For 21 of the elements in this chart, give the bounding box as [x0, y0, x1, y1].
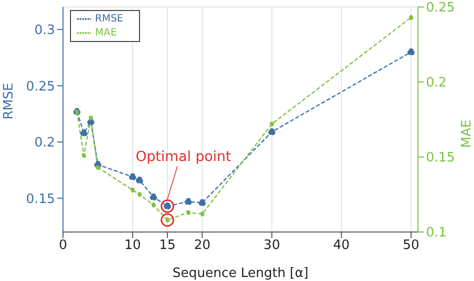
y2-tick-label: 0.1: [426, 226, 447, 241]
x-tick-label: 40: [333, 238, 350, 254]
x-tick-label: 50: [402, 238, 420, 254]
y2-tick-label: 0.15: [426, 150, 455, 166]
y2-axis-title: MAE: [460, 120, 474, 148]
y-axis-title: RMSE: [2, 82, 17, 120]
y2-tick-label: 0.2: [426, 76, 447, 91]
legend-label: RMSE: [95, 14, 124, 25]
legend-label: MAE: [95, 28, 117, 39]
x-tick-label: 10: [124, 238, 141, 254]
x-tick-label: 20: [194, 238, 210, 254]
y2-tick-label: 0.25: [426, 0, 455, 16]
x-axis-title: Sequence Length [α]: [172, 266, 308, 281]
y-tick-label: 0.25: [26, 79, 55, 94]
y-tick-label: 0.2: [34, 136, 55, 151]
annotation: Optimal point: [136, 149, 232, 166]
x-tick-label: 15: [159, 238, 176, 254]
x-tick-label: 0: [58, 238, 68, 254]
y-tick-label: 0.15: [26, 192, 55, 207]
y-tick-label: 0.3: [34, 23, 55, 38]
x-tick-label: 30: [264, 238, 280, 254]
